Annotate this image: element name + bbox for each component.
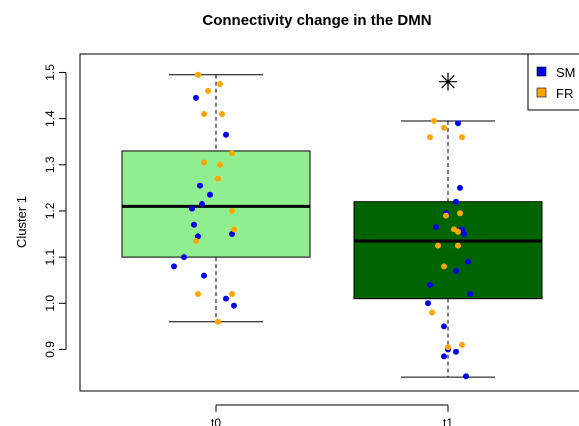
point-fr bbox=[455, 242, 461, 249]
point-sm bbox=[207, 191, 213, 198]
point-fr bbox=[229, 150, 235, 157]
y-tick-label: 1.1 bbox=[43, 248, 57, 265]
point-sm bbox=[193, 94, 199, 101]
point-sm bbox=[427, 281, 433, 288]
data-points bbox=[171, 71, 473, 380]
point-fr bbox=[441, 124, 447, 131]
point-fr bbox=[441, 263, 447, 270]
point-sm bbox=[441, 323, 447, 330]
point-sm bbox=[441, 353, 447, 360]
y-tick-label: 1.0 bbox=[43, 295, 57, 312]
point-sm bbox=[457, 184, 463, 191]
significance-asterisk bbox=[439, 72, 457, 91]
point-sm bbox=[191, 221, 197, 228]
y-tick-label: 1.2 bbox=[43, 202, 57, 219]
point-sm bbox=[199, 201, 205, 208]
point-fr bbox=[201, 111, 207, 118]
y-tick-label: 1.4 bbox=[43, 110, 57, 127]
point-fr bbox=[219, 111, 225, 118]
y-tick-label: 1.3 bbox=[43, 156, 57, 173]
point-fr bbox=[427, 134, 433, 141]
x-tick-label: t0 bbox=[211, 416, 221, 426]
point-fr bbox=[205, 87, 211, 94]
point-fr bbox=[445, 344, 451, 351]
asterisk-stroke bbox=[441, 74, 455, 89]
point-sm bbox=[197, 182, 203, 189]
point-fr bbox=[455, 228, 461, 235]
point-fr bbox=[201, 159, 207, 166]
point-fr bbox=[429, 309, 435, 316]
legend-box bbox=[527, 53, 579, 111]
legend-label-fr: FR bbox=[556, 86, 573, 101]
point-sm bbox=[465, 258, 471, 265]
point-fr bbox=[229, 291, 235, 298]
legend-swatch-fr bbox=[536, 87, 547, 98]
x-tick-label: t1 bbox=[443, 416, 453, 426]
point-fr bbox=[457, 210, 463, 217]
y-axis-label: Cluster 1 bbox=[14, 196, 29, 248]
box-rect bbox=[121, 150, 311, 258]
point-sm bbox=[425, 300, 431, 307]
point-sm bbox=[189, 205, 195, 212]
boxes bbox=[121, 74, 543, 378]
y-axis: 0.9 1.0 1.1 1.2 1.3 1.4 1.5 bbox=[43, 64, 67, 358]
point-fr bbox=[229, 207, 235, 214]
point-sm bbox=[453, 267, 459, 274]
point-fr bbox=[443, 212, 449, 219]
box-t1 bbox=[353, 120, 543, 378]
point-sm bbox=[171, 263, 177, 270]
point-fr bbox=[431, 117, 437, 124]
chart-title: Connectivity change in the DMN bbox=[202, 12, 431, 29]
point-fr bbox=[195, 71, 201, 78]
point-fr bbox=[217, 81, 223, 88]
x-axis: t0 t1 bbox=[211, 404, 453, 426]
legend: SM FR bbox=[527, 53, 579, 111]
point-sm bbox=[229, 231, 235, 238]
point-fr bbox=[195, 291, 201, 298]
point-sm bbox=[231, 302, 237, 309]
point-sm bbox=[453, 348, 459, 355]
significance-markers bbox=[439, 72, 457, 91]
point-fr bbox=[215, 318, 221, 325]
point-fr bbox=[193, 237, 199, 244]
point-sm bbox=[455, 120, 461, 127]
box-rect bbox=[353, 201, 543, 300]
point-sm bbox=[453, 198, 459, 205]
point-fr bbox=[459, 134, 465, 141]
box-t0 bbox=[121, 74, 311, 323]
point-sm bbox=[433, 224, 439, 231]
y-tick-label: 1.5 bbox=[43, 64, 57, 81]
point-fr bbox=[435, 242, 441, 249]
point-sm bbox=[463, 373, 469, 380]
point-sm bbox=[195, 233, 201, 240]
point-fr bbox=[231, 226, 237, 233]
point-sm bbox=[201, 272, 207, 279]
point-sm bbox=[181, 254, 187, 261]
point-fr bbox=[215, 175, 221, 182]
plot-frame bbox=[79, 53, 579, 392]
point-sm bbox=[461, 231, 467, 238]
legend-swatch-sm bbox=[536, 66, 547, 77]
point-fr bbox=[459, 341, 465, 348]
point-sm bbox=[223, 131, 229, 138]
point-fr bbox=[217, 161, 223, 168]
point-sm bbox=[223, 295, 229, 302]
point-sm bbox=[467, 291, 473, 298]
legend-label-sm: SM bbox=[556, 65, 576, 80]
y-tick-label: 0.9 bbox=[43, 341, 57, 358]
